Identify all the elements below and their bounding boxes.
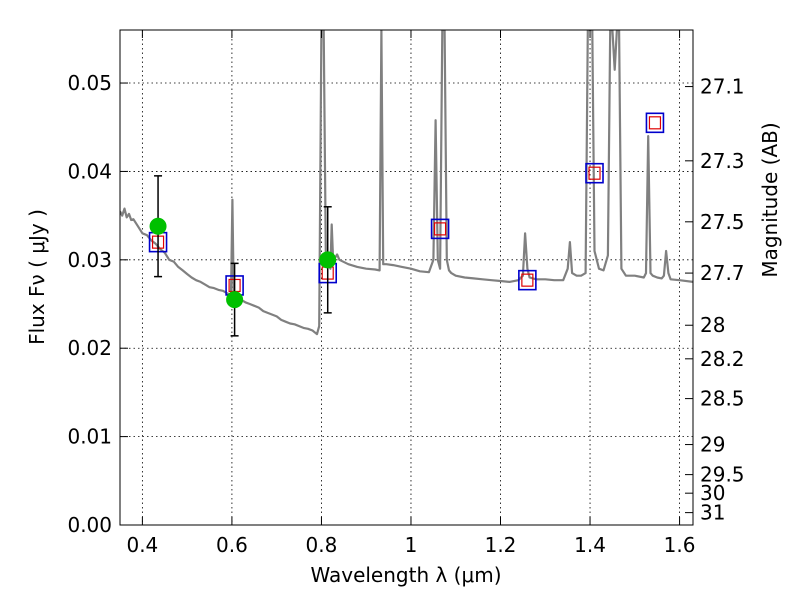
ticks (120, 30, 693, 526)
y-tick-label: 0.05 (67, 71, 112, 95)
magnitude-tick-label: 28.2 (700, 347, 745, 371)
model-photometry-inner-marker (648, 116, 662, 130)
observed-point (226, 291, 244, 309)
y-axis-label: Flux Fν ( μJy ) (25, 209, 49, 345)
y-tick-label: 0.04 (67, 159, 112, 183)
magnitude-tick-label: 27.1 (700, 75, 745, 99)
x-tick-label: 1.6 (664, 533, 696, 557)
sed-spectrum-line (120, 30, 693, 336)
model-photometry-marker (585, 162, 604, 184)
magnitude-tick-label: 27.5 (700, 210, 745, 234)
tick-labels: 0.4 0.6 0.8 1 1.2 1.4 1.6 0.00 0.01 0.02 0.03 0.04 0… (67, 71, 744, 557)
y-tick-label: 0.00 (67, 513, 112, 537)
magnitude-tick-label: 29 (700, 433, 725, 457)
magnitude-tick-label: 29.5 (700, 463, 745, 487)
model-photometry-marker (518, 269, 537, 291)
x-tick-label: 0.6 (216, 533, 248, 557)
plot-background (120, 30, 693, 525)
x-tick-label: 0.4 (126, 533, 158, 557)
data-layer (120, 30, 693, 337)
magnitude-axis-label: Magnitude (AB) (758, 122, 782, 277)
x-tick-label: 0.8 (306, 533, 338, 557)
x-tick-label: 1 (405, 533, 418, 557)
observed-point (149, 217, 167, 235)
x-axis-label: Wavelength λ (μm) (310, 563, 501, 587)
x-tick-label: 1.4 (574, 533, 606, 557)
magnitude-tick-label: 31 (700, 501, 725, 525)
model-photometry-inner-marker (521, 273, 534, 287)
magnitude-tick-label: 27.3 (700, 149, 745, 173)
y-tick-label: 0.02 (67, 336, 112, 360)
observed-point (319, 251, 337, 269)
magnitude-tick-label: 28.5 (700, 387, 745, 411)
model-photometry-marker (645, 112, 665, 134)
magnitude-tick-label: 30 (700, 481, 725, 505)
model-photometry-inner-marker (433, 222, 447, 236)
y-tick-label: 0.01 (67, 425, 112, 449)
x-tick-label: 1.2 (485, 533, 517, 557)
magnitude-tick-label: 27.7 (700, 261, 745, 285)
model-photometry-marker (430, 218, 450, 240)
plot-frame (119, 29, 694, 526)
model-photometry-inner-marker (588, 166, 601, 180)
magnitude-tick-label: 28 (700, 313, 725, 337)
y-tick-label: 0.03 (67, 248, 112, 272)
